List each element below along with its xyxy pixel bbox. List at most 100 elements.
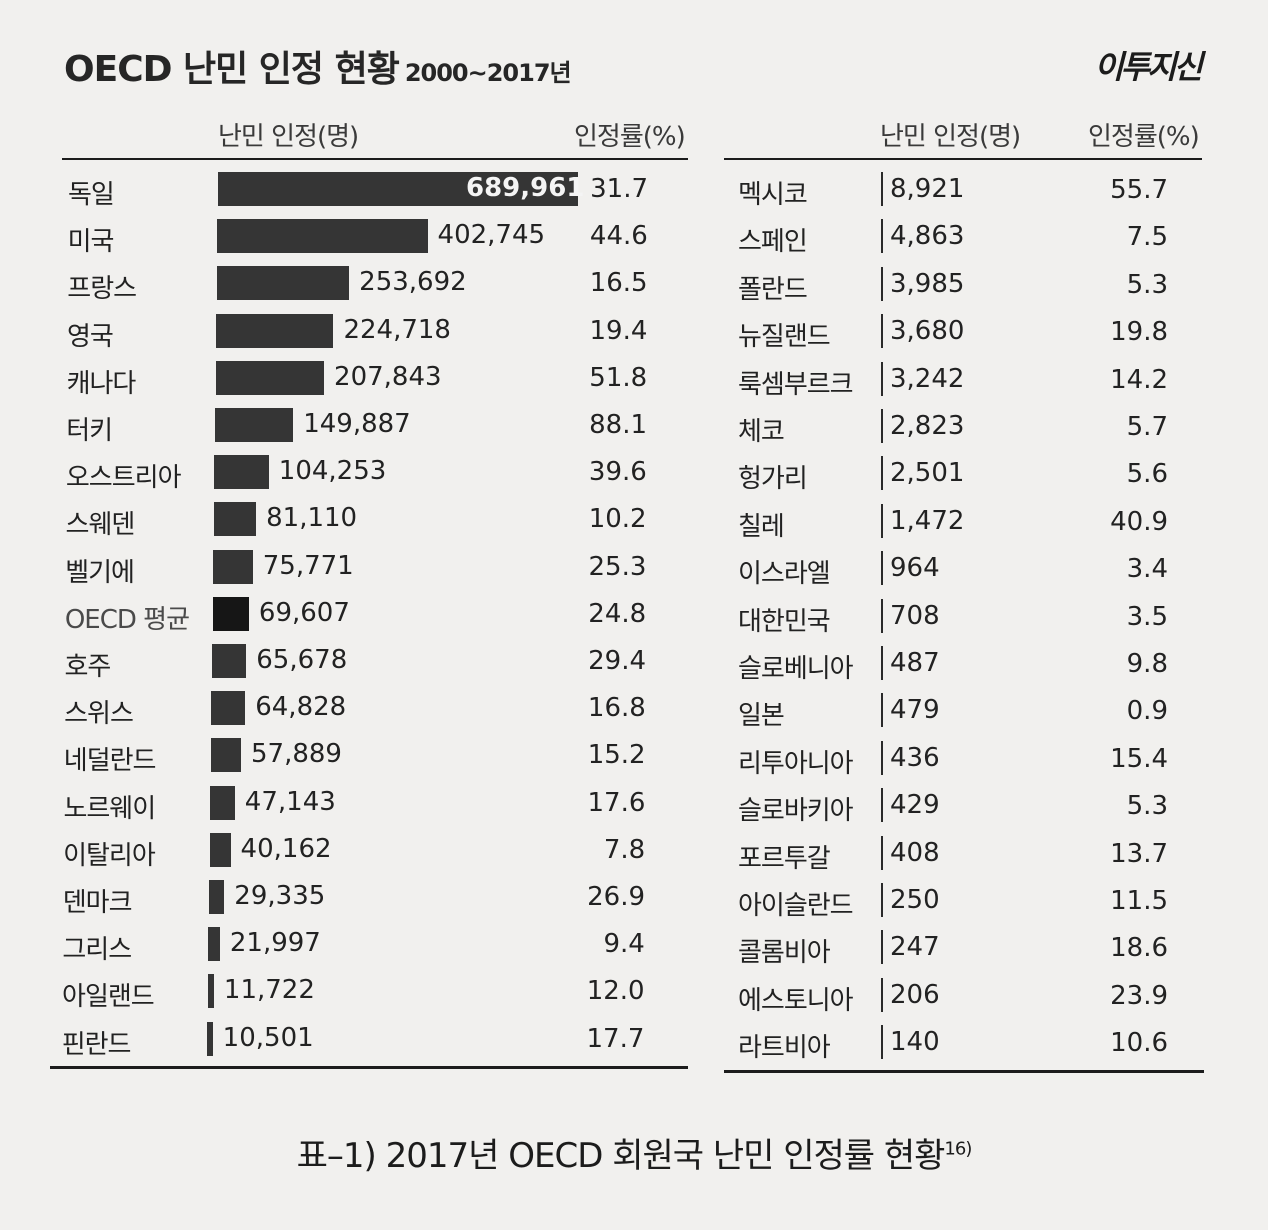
- bar: [207, 1021, 213, 1056]
- rate-value: 55.7: [1110, 175, 1168, 205]
- right-rate-header: 인정률(%): [1088, 122, 1200, 152]
- rate-value: 31.7: [590, 174, 648, 204]
- rate-value: 44.6: [589, 221, 648, 252]
- country-label: 슬로바키아: [738, 796, 854, 827]
- rate-value: 39.6: [588, 457, 647, 488]
- bar-value-label: 402,745: [437, 220, 546, 251]
- country-label: 일본: [738, 701, 785, 732]
- bar: [213, 549, 253, 584]
- country-label: 핀란드: [61, 1029, 132, 1060]
- bar: [215, 360, 325, 395]
- rate-value: 14.2: [1110, 364, 1168, 395]
- right-count-header: 난민 인정(명): [880, 122, 1021, 152]
- value-tick: [881, 551, 883, 586]
- rate-value: 40.9: [1110, 506, 1168, 537]
- rate-value: 3.4: [1126, 554, 1168, 585]
- country-label: 리투아니아: [738, 748, 854, 779]
- rate-value: 15.4: [1110, 743, 1168, 774]
- bar-value-label: 10,501: [222, 1022, 314, 1053]
- count-value: 964: [890, 553, 940, 584]
- rate-value: 16.8: [587, 693, 646, 724]
- value-tick: [881, 219, 883, 254]
- country-label: 헝가리: [738, 464, 808, 495]
- caption-text: 표–1) 2017년 OECD 회원국 난민 인정률 현황: [296, 1136, 946, 1176]
- bar: [216, 313, 334, 348]
- rate-value: 88.1: [589, 410, 647, 440]
- country-label: 룩셈부르크: [738, 369, 854, 400]
- rate-value: 9.8: [1126, 649, 1168, 679]
- count-value: 250: [890, 885, 940, 915]
- rate-value: 23.9: [1110, 980, 1168, 1011]
- title-period: 2000~2017년: [404, 59, 572, 87]
- country-label: 영국: [66, 321, 114, 352]
- rate-value: 5.3: [1126, 269, 1168, 300]
- bar-value-label: 65,678: [256, 645, 348, 675]
- value-tick: [881, 361, 883, 396]
- bar-value-label: 253,692: [359, 267, 467, 298]
- country-label: 슬로베니아: [738, 654, 854, 684]
- rate-value: 26.9: [587, 882, 645, 912]
- count-value: 206: [890, 979, 940, 1010]
- left-top-rule: [62, 158, 688, 160]
- bar: [210, 785, 235, 820]
- bar: [212, 644, 247, 678]
- country-label: 스웨덴: [65, 510, 136, 541]
- count-value: 4,863: [890, 221, 965, 252]
- country-label: 아이슬란드: [738, 891, 854, 921]
- country-label: 프랑스: [67, 274, 137, 305]
- rate-value: 11.5: [1110, 886, 1168, 916]
- value-tick: [881, 409, 883, 443]
- country-label: 덴마크: [62, 888, 133, 918]
- bar-value-label: 149,887: [303, 409, 411, 439]
- country-label: 체코: [738, 417, 785, 447]
- value-tick: [881, 646, 883, 680]
- rate-value: 51.8: [589, 362, 648, 393]
- bar: [207, 974, 214, 1009]
- country-label: 호주: [64, 652, 112, 682]
- rate-value: 5.3: [1126, 791, 1168, 822]
- country-label: 뉴질랜드: [738, 322, 831, 353]
- bar-value-label: 69,607: [258, 597, 350, 628]
- value-tick: [881, 930, 883, 965]
- left-count-header: 난민 인정(명): [218, 122, 359, 152]
- left-bottom-rule: [50, 1066, 688, 1069]
- country-label: 콜롬비아: [738, 938, 831, 969]
- bar-value-label: 29,335: [234, 881, 326, 911]
- country-label: 에스토니아: [738, 985, 854, 1016]
- country-label: 이스라엘: [738, 559, 831, 590]
- country-label: 벨기에: [65, 557, 135, 588]
- count-value: 1,472: [890, 505, 965, 536]
- bar: [209, 832, 231, 867]
- value-tick: [881, 977, 883, 1012]
- country-label: 미국: [67, 227, 115, 258]
- bar: [215, 408, 294, 442]
- rate-value: 5.6: [1126, 459, 1168, 490]
- bar-value-label: 57,889: [251, 739, 342, 770]
- country-label: 노르웨이: [63, 793, 156, 824]
- count-value: 479: [890, 695, 940, 726]
- value-tick: [881, 266, 883, 301]
- value-tick: [881, 835, 883, 870]
- bar: [209, 880, 225, 914]
- country-label: 스페인: [738, 227, 808, 258]
- bar: [211, 691, 246, 726]
- rate-value: 24.8: [588, 598, 647, 629]
- value-tick: [881, 883, 883, 917]
- country-label: 폴란드: [738, 274, 808, 305]
- count-value: 487: [890, 648, 940, 678]
- country-label: 포르투갈: [738, 843, 831, 874]
- value-tick: [881, 740, 883, 775]
- country-label: 스위스: [64, 699, 134, 730]
- count-value: 429: [890, 790, 940, 821]
- country-label: 네덜란드: [63, 746, 157, 777]
- country-label: 그리스: [62, 935, 132, 966]
- value-tick: [881, 693, 883, 728]
- bar-value-label: 689,961: [466, 173, 585, 203]
- left-rate-header: 인정률(%): [574, 122, 686, 152]
- bar: [213, 502, 257, 537]
- rate-value: 10.2: [588, 504, 647, 535]
- bar: [216, 266, 350, 301]
- rate-value: 13.7: [1110, 838, 1168, 869]
- value-tick: [881, 172, 883, 206]
- count-value: 8,921: [890, 174, 965, 204]
